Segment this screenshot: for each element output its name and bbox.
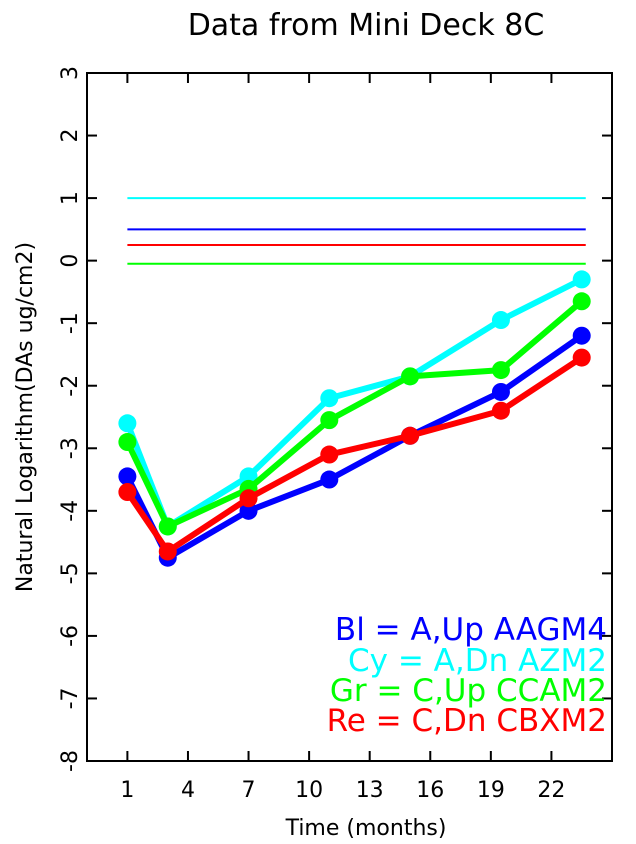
data-point xyxy=(118,467,137,486)
y-tick-label: -3 xyxy=(58,437,83,459)
data-point xyxy=(572,292,591,311)
data-point xyxy=(118,433,137,452)
x-tick-label: 22 xyxy=(537,778,565,803)
x-tick-label: 13 xyxy=(356,778,384,803)
y-tick-label: -6 xyxy=(58,625,83,647)
x-tick-label: 7 xyxy=(242,778,256,803)
data-point xyxy=(239,467,258,486)
data-point xyxy=(572,270,591,289)
data-point xyxy=(572,348,591,367)
legend-entry: Bl = A,Up AAGM4 xyxy=(335,612,607,648)
plot-frame xyxy=(86,72,613,762)
reference-lines xyxy=(127,197,586,265)
data-point xyxy=(239,489,258,508)
data-point xyxy=(491,311,510,330)
data-point xyxy=(491,361,510,380)
x-tick-label: 1 xyxy=(120,778,134,803)
data-point xyxy=(320,445,339,464)
x-tick-label: 19 xyxy=(477,778,505,803)
legend-entry: Re = C,Dn CBXM2 xyxy=(327,703,607,739)
data-point xyxy=(158,517,177,536)
data-point xyxy=(239,501,258,520)
y-tick-label: 3 xyxy=(58,66,83,80)
y-tick-label: 1 xyxy=(58,191,83,205)
y-tick-label: -7 xyxy=(58,687,83,709)
y-axis-ticks: -8 -7 -6 -5 -4 -3 -2 -1 0 1 2 3 xyxy=(58,66,612,772)
y-tick-label: -2 xyxy=(58,375,83,397)
y-axis-label: Natural Logarithm(DAs ug/cm2) xyxy=(13,242,38,592)
data-point xyxy=(320,470,339,489)
chart-title: Data from Mini Deck 8C xyxy=(188,8,545,43)
x-tick-label: 16 xyxy=(416,778,444,803)
series-line xyxy=(124,299,584,530)
data-point xyxy=(572,326,591,345)
data-point xyxy=(491,382,510,401)
x-tick-label: 4 xyxy=(181,778,195,803)
data-point xyxy=(158,542,177,561)
data-point xyxy=(320,389,339,408)
data-point xyxy=(491,401,510,420)
data-point xyxy=(401,367,420,386)
y-tick-label: 2 xyxy=(58,129,83,143)
y-tick-label: -1 xyxy=(58,312,83,334)
x-axis-label: Time (months) xyxy=(285,816,447,841)
y-tick-label: -5 xyxy=(58,562,83,584)
data-point xyxy=(320,411,339,430)
data-point xyxy=(118,483,137,502)
y-tick-label: -4 xyxy=(58,500,83,522)
legend-entry: Gr = C,Up CCAM2 xyxy=(330,673,607,709)
y-tick-label: 0 xyxy=(58,254,83,268)
data-point xyxy=(401,426,420,445)
data-point xyxy=(118,414,137,433)
x-tick-label: 10 xyxy=(295,778,323,803)
legend-entry: Cy = A,Dn AZM2 xyxy=(348,643,607,679)
y-tick-label: -8 xyxy=(58,750,83,772)
data-series xyxy=(118,270,591,567)
x-axis-ticks: 1 4 7 10 13 16 19 22 xyxy=(120,73,565,803)
